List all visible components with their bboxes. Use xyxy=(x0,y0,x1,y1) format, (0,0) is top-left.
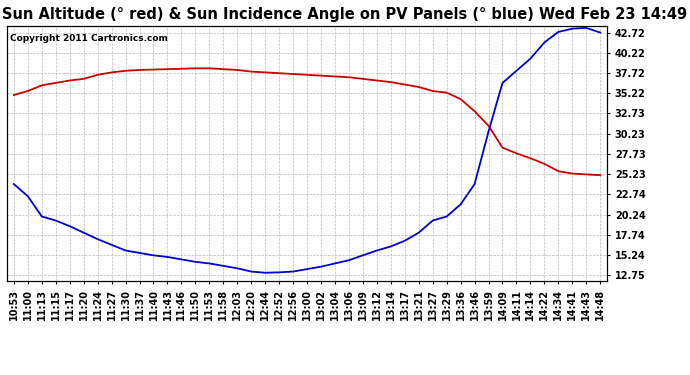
Text: Copyright 2011 Cartronics.com: Copyright 2011 Cartronics.com xyxy=(10,34,168,43)
Text: Sun Altitude (° red) & Sun Incidence Angle on PV Panels (° blue) Wed Feb 23 14:4: Sun Altitude (° red) & Sun Incidence Ang… xyxy=(3,8,687,22)
